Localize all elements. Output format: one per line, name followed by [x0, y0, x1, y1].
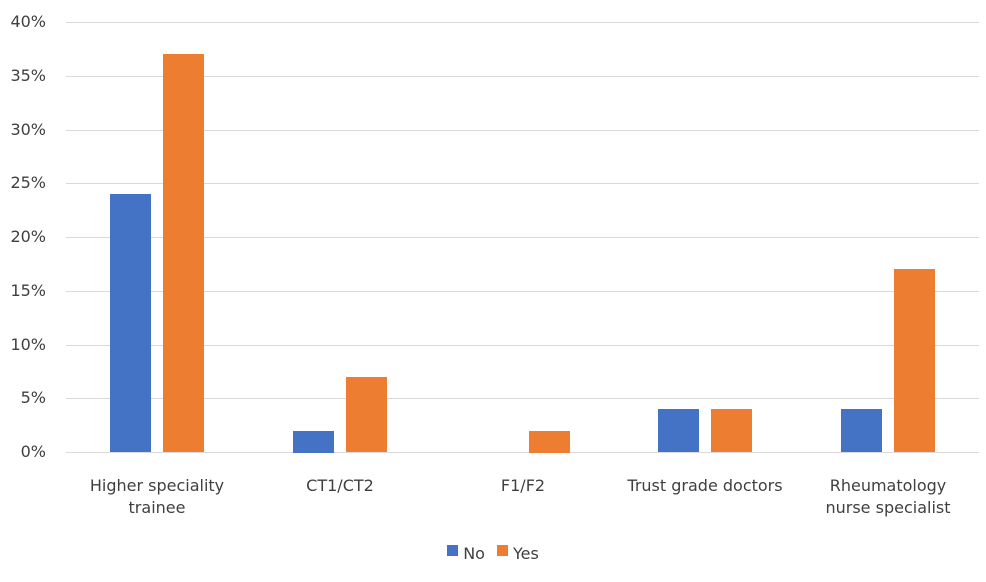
y-tick-label: 10%	[10, 335, 46, 354]
bar-yes	[163, 54, 204, 452]
y-tick-label: 25%	[10, 173, 46, 192]
gridline	[66, 398, 979, 399]
y-tick-label: 30%	[10, 120, 46, 139]
x-category-label: Higher speciality trainee	[89, 476, 225, 517]
legend-label-no: No	[463, 544, 485, 563]
gridline	[66, 130, 979, 131]
gridline	[66, 183, 979, 184]
y-tick-label: 40%	[10, 12, 46, 31]
bar-no	[658, 409, 699, 452]
bar-no	[841, 409, 882, 452]
x-category-label: CT1/CT2	[306, 476, 374, 495]
bar-yes	[529, 431, 570, 453]
gridline	[66, 76, 979, 77]
x-category-label: F1/F2	[500, 476, 546, 495]
bar-yes	[711, 409, 752, 452]
bar-yes	[894, 269, 935, 452]
gridline	[66, 345, 979, 346]
gridline	[66, 22, 979, 23]
gridline	[66, 291, 979, 292]
x-category-label: Rheumatology nurse specialist	[825, 476, 951, 517]
gridline	[66, 237, 979, 238]
legend-swatch-yes	[496, 545, 508, 556]
legend-item-no: No	[447, 544, 485, 563]
y-tick-label: 5%	[20, 388, 46, 407]
legend-label-yes: Yes	[512, 544, 539, 563]
y-tick-label: 0%	[20, 442, 46, 461]
y-tick-label: 15%	[10, 281, 46, 300]
bar-no	[110, 194, 151, 452]
y-tick-label: 20%	[10, 227, 46, 246]
legend-swatch-no	[447, 545, 459, 556]
legend-item-yes: Yes	[496, 544, 539, 563]
x-category-label: Trust grade doctors	[627, 476, 783, 495]
legend: No Yes	[0, 544, 986, 563]
bar-no	[293, 431, 334, 453]
bar-yes	[346, 377, 387, 452]
gridline	[66, 452, 979, 453]
y-tick-label: 35%	[10, 66, 46, 85]
